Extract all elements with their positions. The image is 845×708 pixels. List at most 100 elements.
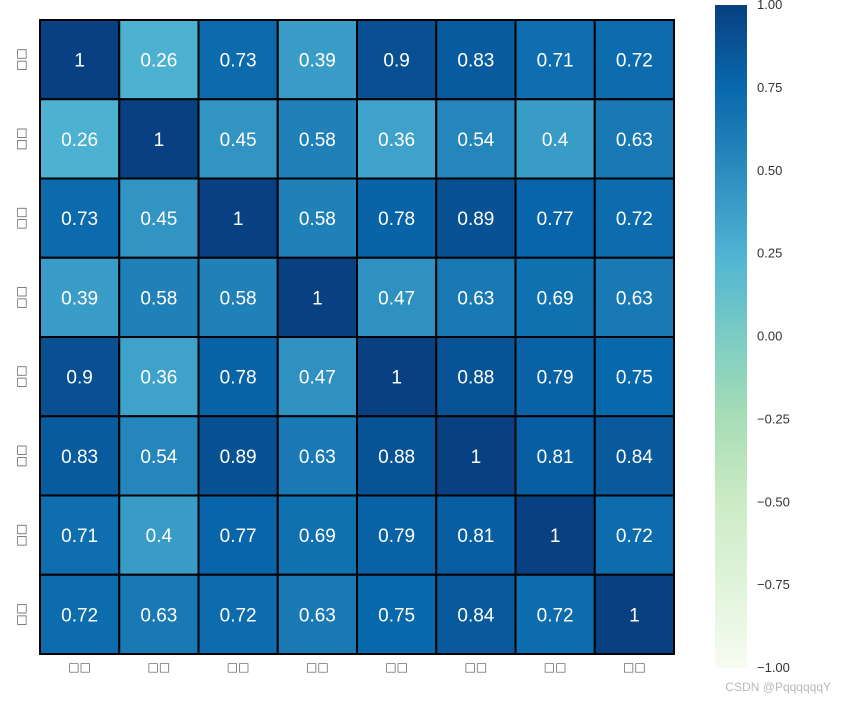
cell-value-label: 0.39 (299, 51, 336, 72)
cell-value-label: 0.9 (66, 368, 92, 389)
cell-value-label: 0.69 (537, 288, 574, 309)
cell-value-label: 0.4 (542, 130, 569, 151)
heatmap-cell (593, 336, 675, 418)
heatmap-cell (593, 494, 675, 576)
heatmap-cell (276, 336, 358, 418)
heatmap-cells (39, 19, 675, 655)
heatmap-cell (356, 573, 438, 655)
cell-value-label: 0.83 (457, 51, 494, 72)
y-tick-label: □□ (14, 603, 28, 626)
cell-value-label: 0.71 (537, 51, 574, 72)
y-tick-label: □□ (14, 365, 28, 388)
cell-value-label: 0.54 (140, 447, 177, 468)
colorbar-tick-label: −1.00 (757, 660, 790, 675)
cell-value-label: 0.89 (220, 447, 257, 468)
heatmap-cell (118, 19, 200, 101)
cell-value-label: 0.26 (140, 51, 177, 72)
x-tick-label: □□ (227, 660, 250, 674)
cell-value-label: 0.63 (140, 605, 177, 626)
heatmap-cell (435, 177, 517, 259)
x-tick-label: □□ (68, 660, 91, 674)
cell-value-label: 1 (629, 605, 640, 626)
cell-value-label: 0.88 (457, 368, 494, 389)
cell-value-label: 0.72 (61, 605, 98, 626)
cell-value-label: 1 (550, 526, 561, 547)
cell-value-label: 0.81 (457, 526, 494, 547)
cell-value-label: 0.47 (299, 368, 336, 389)
x-tick-label: □□ (623, 660, 646, 674)
y-tick-label: □□ (14, 286, 28, 309)
colorbar-tick-label: 0.75 (757, 80, 782, 95)
cell-value-label: 0.75 (378, 605, 415, 626)
cell-value-label: 0.26 (61, 130, 98, 151)
heatmap-cell (435, 19, 517, 101)
heatmap-cell (39, 573, 121, 655)
heatmap-cell (593, 19, 675, 101)
cell-value-label: 0.73 (220, 51, 257, 72)
heatmap-cell (435, 494, 517, 576)
cell-value-label: 0.77 (537, 209, 574, 230)
heatmap-cell (514, 256, 596, 338)
heatmap-cell (118, 177, 200, 259)
cell-value-label: 0.63 (457, 288, 494, 309)
cell-value-label: 0.9 (383, 51, 409, 72)
cell-value-label: 0.47 (378, 288, 415, 309)
cell-value-label: 1 (233, 209, 244, 230)
heatmap-cell (593, 573, 675, 655)
x-tick-label: □□ (148, 660, 171, 674)
cell-value-label: 0.73 (61, 209, 98, 230)
x-axis-tick-labels: □□ □□ □□ □□ □□ □□ □□ □□ (68, 660, 645, 674)
cell-value-label: 0.63 (299, 447, 336, 468)
cell-value-label: 0.79 (537, 368, 574, 389)
y-tick-label: □□ (14, 524, 28, 547)
x-tick-label: □□ (465, 660, 488, 674)
colorbar-gradient (715, 5, 747, 668)
cell-value-label: 0.75 (616, 368, 653, 389)
heatmap-cell (39, 494, 121, 576)
cell-value-label: 0.63 (616, 288, 653, 309)
cell-value-label: 0.36 (140, 368, 177, 389)
cell-value-label: 1 (74, 51, 85, 72)
heatmap-cell (435, 573, 517, 655)
cell-value-label: 0.45 (140, 209, 177, 230)
heatmap-cell (39, 19, 121, 101)
cell-value-label: 0.54 (457, 130, 494, 151)
cell-value-label: 0.78 (220, 368, 257, 389)
colorbar-tick-label: −0.25 (757, 411, 790, 426)
colorbar-tick-label: −0.75 (757, 577, 790, 592)
heatmap-cell (197, 256, 279, 338)
heatmap-cell (514, 415, 596, 497)
cell-value-label: 0.81 (537, 447, 574, 468)
heatmap-cell (118, 494, 200, 576)
heatmap-cell (593, 98, 675, 180)
cell-value-label: 0.72 (616, 526, 653, 547)
heatmap-cell (514, 494, 596, 576)
heatmap-cell (593, 415, 675, 497)
heatmap-cell (356, 177, 438, 259)
heatmap-cell (435, 98, 517, 180)
heatmap-cell (356, 415, 438, 497)
cell-value-label: 0.39 (61, 288, 98, 309)
colorbar-tick-label: 1.00 (757, 0, 782, 12)
cell-value-label: 0.72 (537, 605, 574, 626)
y-tick-label: □□ (14, 48, 28, 71)
y-axis-tick-labels: □□ □□ □□ □□ □□ □□ □□ □□ (14, 48, 28, 625)
cell-value-label: 0.84 (457, 605, 494, 626)
heatmap-cell (356, 256, 438, 338)
colorbar-tick-label: −0.50 (757, 494, 790, 509)
cell-value-label: 0.89 (457, 209, 494, 230)
colorbar-tick-label: 0.25 (757, 246, 782, 261)
cell-value-label: 1 (312, 288, 323, 309)
heatmap-cell (514, 177, 596, 259)
heatmap-cell (276, 573, 358, 655)
heatmap-cell (356, 336, 438, 418)
colorbar-tick-label: 0.00 (757, 329, 782, 344)
cell-value-label: 0.58 (299, 209, 336, 230)
x-tick-label: □□ (306, 660, 329, 674)
heatmap-cell (197, 494, 279, 576)
cell-value-label: 0.77 (220, 526, 257, 547)
heatmap-cell (197, 573, 279, 655)
heatmap-cell (276, 177, 358, 259)
